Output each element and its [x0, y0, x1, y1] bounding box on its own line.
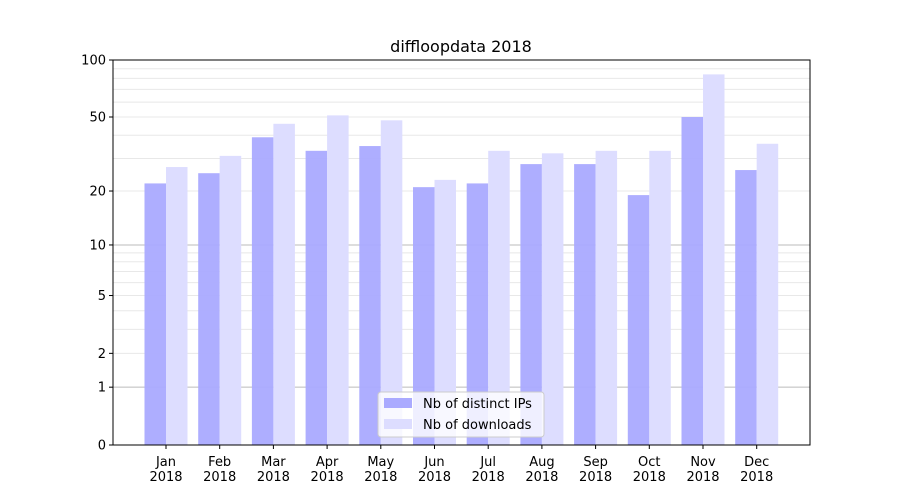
bar-ips	[520, 164, 542, 445]
bar-downloads	[595, 150, 618, 445]
bar-downloads	[273, 123, 295, 446]
x-tick-label: Aug 2018	[525, 455, 558, 485]
y-tick-label: 100	[81, 54, 106, 69]
bar-downloads	[166, 167, 188, 445]
x-tick-label: Apr 2018	[311, 455, 344, 485]
plot-frame	[112, 59, 811, 446]
bar-ips	[198, 173, 220, 445]
y-tick-label: 2	[98, 347, 106, 362]
bar-ips	[735, 170, 757, 445]
bar-downloads	[541, 153, 564, 446]
x-tick-label: Mar 2018	[257, 455, 290, 485]
legend: Nb of distinct IPs Nb of downloads	[377, 391, 545, 438]
bar-ips	[466, 183, 489, 445]
legend-swatch-ips	[384, 398, 412, 408]
bar-downloads	[327, 115, 349, 445]
x-tick-label: Feb 2018	[203, 455, 236, 485]
y-tick-label: 5	[98, 289, 106, 304]
bar-downloads	[649, 150, 671, 445]
x-tick-label: Sep 2018	[579, 455, 612, 485]
legend-box	[377, 391, 545, 438]
bar-ips	[305, 150, 328, 445]
y-tick-label: 10	[89, 238, 106, 253]
y-tick-label: 50	[89, 111, 106, 126]
chart-title: diffloopdata 2018	[390, 37, 532, 56]
x-tick-label: Nov 2018	[686, 455, 719, 485]
x-tick-label: Oct 2018	[633, 455, 666, 485]
bar-downloads	[219, 155, 242, 446]
legend-swatch-downloads	[384, 419, 412, 429]
bar-downloads	[703, 74, 725, 445]
bar-ips	[574, 164, 596, 445]
x-tick-label: Jul 2018	[472, 455, 505, 485]
legend-label-downloads: Nb of downloads	[423, 418, 532, 433]
bar-downloads	[756, 143, 779, 445]
bar-ips	[251, 137, 274, 445]
bar-downloads	[380, 120, 403, 445]
x-tick-label: May 2018	[364, 455, 397, 485]
x-tick-label: Jun 2018	[418, 455, 451, 485]
bar-ips	[144, 183, 166, 445]
x-tick-label: Jan 2018	[149, 455, 182, 485]
bar-ips	[413, 187, 435, 445]
bar-ips	[359, 146, 381, 446]
x-tick-label: Dec 2018	[740, 455, 773, 485]
y-tick-label: 1	[98, 381, 106, 396]
bar-downloads	[434, 179, 456, 445]
y-tick-label: 0	[98, 439, 106, 454]
bar-downloads	[488, 150, 510, 445]
bar-ips	[627, 195, 650, 445]
legend-label-ips: Nb of distinct IPs	[423, 397, 532, 412]
bar-ips	[681, 117, 703, 446]
y-tick-label: 20	[89, 185, 106, 200]
